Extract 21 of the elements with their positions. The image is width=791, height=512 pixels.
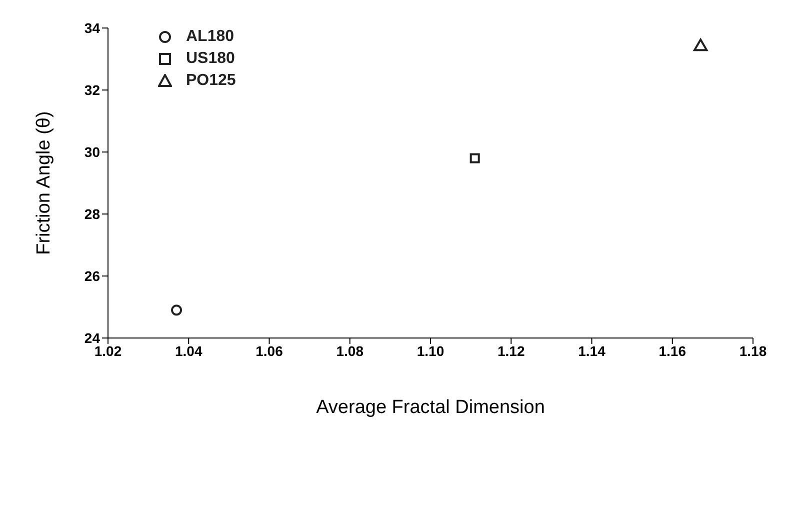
legend-label: AL180 — [186, 28, 234, 46]
x-tick-label: 1.04 — [175, 342, 202, 359]
y-tick-label: 34 — [84, 20, 100, 36]
x-tick-label: 1.12 — [498, 342, 525, 359]
x-tick-label: 1.08 — [336, 342, 364, 359]
x-tick-label: 1.06 — [256, 342, 284, 359]
x-tick-label: 1.10 — [416, 342, 444, 359]
y-tick-label: 26 — [84, 268, 100, 284]
legend-label: US180 — [186, 50, 235, 68]
x-tick-label: 1.18 — [739, 342, 767, 359]
y-axis-title: Friction Angle (θ) — [34, 111, 55, 255]
point — [694, 38, 708, 52]
point — [171, 304, 182, 316]
x-tick-label: 1.14 — [578, 342, 606, 359]
x-axis-title: Average Fractal Dimension — [316, 397, 545, 418]
point — [470, 153, 480, 164]
legend-label: PO125 — [186, 72, 236, 90]
y-tick-label: 28 — [84, 206, 100, 222]
x-tick-label: 1.16 — [658, 342, 686, 359]
y-tick-label: 30 — [84, 144, 100, 160]
y-tick-label: 32 — [84, 82, 100, 98]
